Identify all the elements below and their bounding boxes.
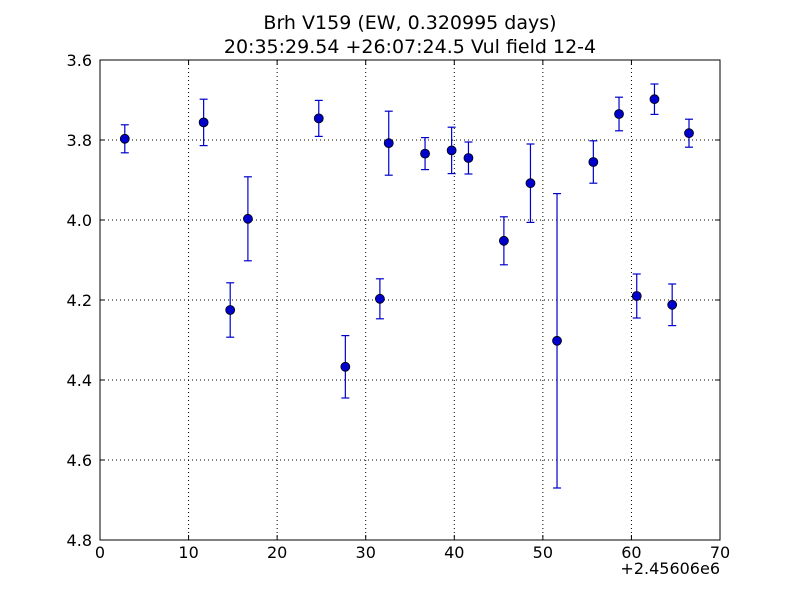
y-tick-label: 4.2 <box>67 291 92 310</box>
data-point <box>383 138 394 149</box>
data-point <box>649 94 660 105</box>
data-layer <box>119 83 694 489</box>
tick-layer: 0 10 20 30 40 50 60 70 3.6 3.8 4.0 4.2 4.4 4.6 4.8 <box>67 51 731 562</box>
data-point <box>313 113 324 124</box>
data-point-group <box>614 96 624 132</box>
data-point-group <box>374 278 385 320</box>
data-point-group <box>340 335 351 399</box>
y-tick-label: 4.6 <box>67 451 92 470</box>
x-tick-label: 0 <box>95 543 105 562</box>
y-tick-label: 3.6 <box>67 51 92 70</box>
chart-title-line2: 20:35:29.54 +26:07:24.5 Vul field 12-4 <box>224 36 596 58</box>
data-point-group <box>243 176 253 262</box>
data-point-group <box>525 143 536 223</box>
data-point <box>243 213 253 224</box>
y-tick-label: 4.8 <box>67 531 92 550</box>
axes-frame <box>99 59 721 541</box>
data-point-group <box>667 283 678 327</box>
data-point-group <box>684 118 694 148</box>
x-tick-label: 10 <box>178 543 198 562</box>
data-point <box>525 178 536 189</box>
data-point-group <box>198 98 209 147</box>
data-point <box>614 109 624 119</box>
data-point-group <box>649 83 660 116</box>
data-point <box>340 361 351 372</box>
data-point-group <box>420 137 430 171</box>
data-point <box>463 153 474 163</box>
y-tick-label: 3.8 <box>67 131 92 150</box>
x-tick-label: 60 <box>621 543 641 562</box>
data-point <box>667 299 678 310</box>
data-point-group <box>552 193 562 489</box>
y-tick-label: 4.4 <box>67 371 92 390</box>
x-tick-label: 50 <box>533 543 553 562</box>
data-point <box>631 291 642 301</box>
data-point-group <box>119 124 130 154</box>
data-point <box>684 128 694 139</box>
data-point-group <box>631 273 642 319</box>
data-point <box>498 235 509 246</box>
data-point <box>420 148 430 159</box>
data-point-group <box>463 141 474 175</box>
data-point-group <box>446 126 457 175</box>
data-point-group <box>383 110 394 176</box>
data-point <box>225 305 236 315</box>
data-point-group <box>588 140 599 184</box>
grid-layer <box>100 60 720 540</box>
data-point-group <box>225 282 236 338</box>
data-point <box>446 145 457 156</box>
data-point <box>374 293 385 304</box>
x-tick-label: 40 <box>444 543 464 562</box>
data-point-group <box>313 99 324 137</box>
data-point-group <box>498 216 509 266</box>
y-tick-label: 4.0 <box>67 211 92 230</box>
chart-title-line1: Brh V159 (EW, 0.320995 days) <box>263 12 556 34</box>
x-tick-label: 30 <box>356 543 376 562</box>
data-point <box>119 133 130 144</box>
x-offset-label: +2.45606e6 <box>620 559 720 578</box>
data-point <box>198 117 209 128</box>
x-tick-label: 20 <box>267 543 287 562</box>
data-point <box>552 335 562 346</box>
x-tick-label: 70 <box>710 543 730 562</box>
data-point <box>588 157 599 167</box>
